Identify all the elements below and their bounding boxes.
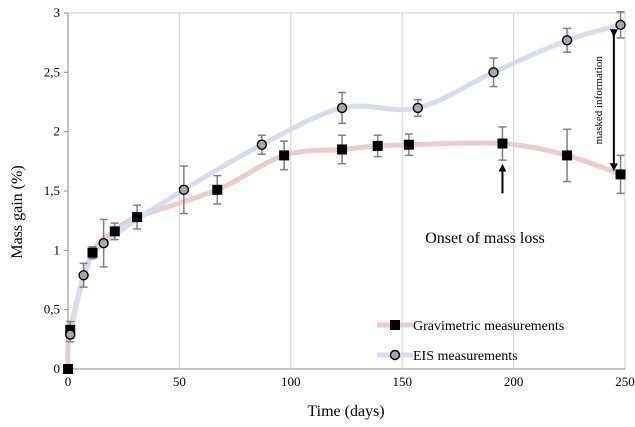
legend-label-gravimetric: Gravimetric measurements — [413, 319, 564, 334]
y-tick-label: 1,5 — [44, 183, 60, 198]
y-tick-label: 2 — [54, 124, 61, 139]
data-point-eis — [336, 102, 348, 114]
data-point-eis — [78, 270, 89, 281]
x-tick-label: 150 — [392, 374, 412, 389]
data-point-gravimetric — [562, 150, 573, 161]
data-point-gravimetric — [497, 138, 508, 149]
x-tick-label: 50 — [173, 374, 186, 389]
y-tick-label: 1 — [54, 242, 61, 257]
data-point-gravimetric — [372, 140, 383, 151]
data-point-eis — [412, 102, 423, 114]
data-point-gravimetric — [132, 212, 143, 223]
data-point-gravimetric — [87, 247, 98, 258]
legend-marker-eis — [389, 349, 401, 361]
y-tick-label: 0 — [54, 361, 61, 376]
axes: 0 50 100 150 200 250 0 0,5 1 1,5 2 2,5 3 — [44, 5, 635, 389]
data-point-gravimetric — [403, 139, 414, 150]
data-point-eis — [561, 35, 573, 46]
trend-lines — [65, 22, 624, 372]
trend-line-eis — [67, 22, 624, 338]
data-point-gravimetric — [337, 144, 348, 155]
data-point-eis — [488, 67, 499, 78]
y-axis-title: Mass gain (%) — [9, 165, 26, 258]
x-axis-title: Time (days) — [307, 403, 384, 420]
x-tick-label: 100 — [281, 374, 301, 389]
masked-annotation: masked information — [593, 56, 605, 145]
data-point-gravimetric — [109, 226, 120, 237]
x-tick-label: 0 — [65, 374, 72, 389]
data-point-eis — [65, 329, 76, 340]
x-tick-label: 250 — [615, 374, 635, 389]
y-tick-label: 2,5 — [44, 64, 60, 79]
x-tick-label: 200 — [504, 374, 524, 389]
legend: Gravimetric measurements EIS measurements — [377, 319, 564, 364]
y-tick-label: 3 — [54, 5, 61, 20]
legend-label-eis: EIS measurements — [413, 349, 518, 364]
data-point-eis — [615, 19, 626, 31]
legend-marker-gravimetric — [390, 320, 400, 330]
data-point-gravimetric — [279, 150, 290, 161]
error-bars — [66, 11, 625, 343]
data-point-eis — [178, 184, 190, 196]
onset-annotation: Onset of mass loss — [425, 230, 545, 247]
trend-line-gravimetric — [65, 140, 624, 372]
annotations: Onset of mass loss masked information — [425, 29, 618, 247]
y-tick-label: 0,5 — [44, 302, 60, 317]
data-point-eis — [98, 238, 109, 249]
grid — [67, 12, 626, 370]
data-point-eis — [256, 139, 268, 150]
plot-frame — [67, 12, 626, 370]
data-point-gravimetric — [615, 169, 626, 180]
data-markers — [63, 19, 626, 374]
data-point-gravimetric — [63, 364, 73, 374]
data-point-gravimetric — [212, 184, 223, 195]
